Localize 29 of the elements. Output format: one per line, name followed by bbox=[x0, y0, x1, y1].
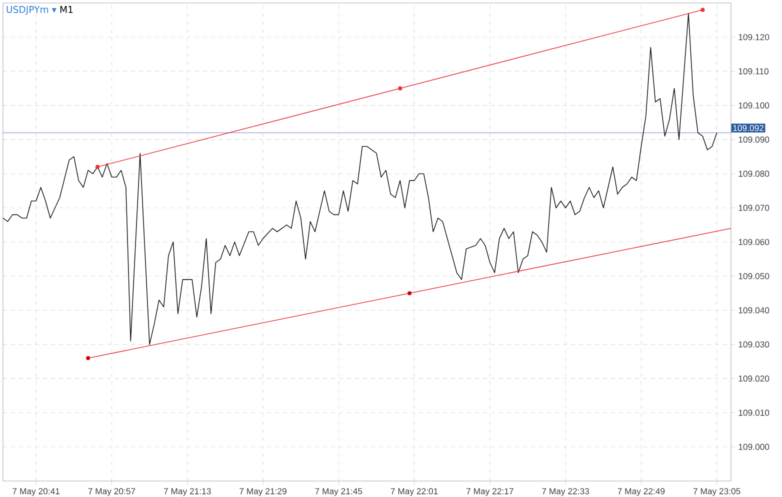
x-tick-label: 7 May 21:13 bbox=[164, 488, 211, 496]
y-tick-label: 109.020 bbox=[738, 376, 770, 382]
point bbox=[95, 164, 100, 170]
ref-line-label: 109.092 bbox=[733, 125, 764, 132]
x-tick-label: 7 May 23:05 bbox=[693, 488, 740, 496]
x-tick-label: 7 May 22:49 bbox=[618, 488, 665, 496]
x-tick-label: 7 May 20:41 bbox=[12, 488, 60, 496]
chart-title: USDJPYm ▾ bbox=[6, 6, 56, 15]
y-tick-label: 109.060 bbox=[738, 238, 770, 246]
chart-subtitle: M1 bbox=[60, 6, 73, 13]
x-tick-label: 7 May 22:17 bbox=[466, 488, 514, 496]
y-tick-label: 109.120 bbox=[738, 34, 770, 40]
y-tick-label: 109.040 bbox=[738, 307, 770, 314]
x-tick-label: 7 May 22:33 bbox=[542, 488, 589, 496]
y-tick-label: 109.000 bbox=[738, 444, 770, 450]
x-tick-label: 7 May 21:29 bbox=[240, 488, 286, 496]
y-tick-label: 109.100 bbox=[738, 102, 770, 108]
x-tick-label: 7 May 20:57 bbox=[88, 488, 136, 496]
y-tick-label: 109.070 bbox=[738, 204, 770, 211]
y-tick-label: 109.080 bbox=[738, 170, 770, 177]
x-tick-label: 7 May 21:45 bbox=[315, 488, 362, 496]
point bbox=[700, 8, 705, 12]
y-tick-label: 109.010 bbox=[738, 410, 770, 416]
x-tick-label: 7 May 22:01 bbox=[390, 488, 438, 496]
y-tick-label: 109.090 bbox=[738, 136, 770, 143]
y-tick-label: 109.030 bbox=[738, 341, 770, 348]
y-tick-label: 109.110 bbox=[738, 68, 768, 74]
y-tick-label: 109.050 bbox=[738, 273, 770, 280]
point bbox=[398, 86, 402, 90]
